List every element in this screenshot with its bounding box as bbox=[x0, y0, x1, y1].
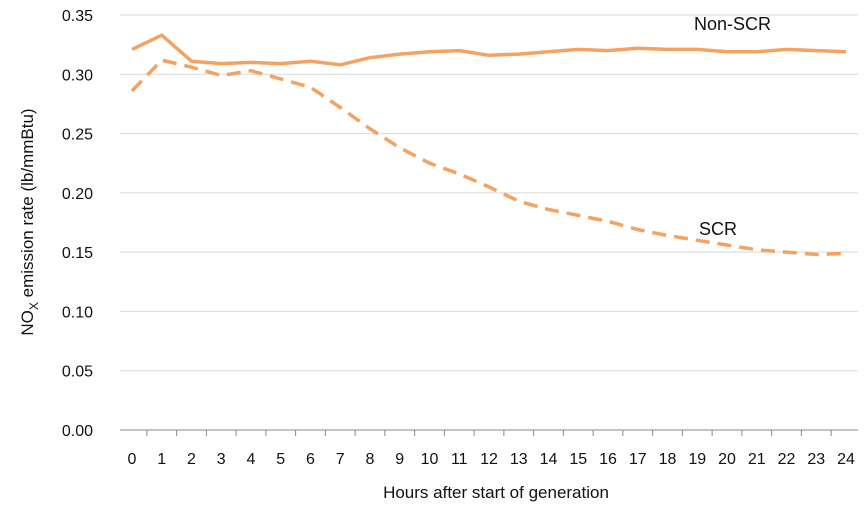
y-tick-label: 0.10 bbox=[62, 304, 93, 321]
x-tick-label: 15 bbox=[569, 451, 587, 468]
y-axis-title-rest: emission rate (lb/mmBtu) bbox=[18, 108, 37, 302]
series-line-scr bbox=[130, 58, 847, 257]
gridlines bbox=[120, 14, 858, 372]
series-label-non-scr: Non-SCR bbox=[694, 14, 771, 34]
x-tick-label: 11 bbox=[451, 451, 468, 468]
x-tick-label: 17 bbox=[629, 451, 647, 468]
x-tick-label: 19 bbox=[688, 451, 706, 468]
x-tick-label: 22 bbox=[778, 451, 796, 468]
x-tick-label: 0 bbox=[128, 451, 137, 468]
x-tick-label: 7 bbox=[336, 451, 345, 468]
series-label-scr: SCR bbox=[699, 219, 737, 239]
x-tick-label: 6 bbox=[306, 451, 315, 468]
tick-labels: 0.000.050.100.150.200.250.300.350 1 2 3 4 5 6 7… bbox=[62, 8, 855, 468]
series-lines bbox=[130, 33, 847, 257]
y-tick-label: 0.35 bbox=[62, 8, 93, 25]
x-tick-label: 16 bbox=[599, 451, 617, 468]
x-tick-label: 2 bbox=[187, 451, 196, 468]
y-tick-label: 0.05 bbox=[62, 364, 93, 381]
x-tick-label: 13 bbox=[510, 451, 528, 468]
x-tick-label: 14 bbox=[540, 451, 558, 468]
x-tick-label: 5 bbox=[276, 451, 285, 468]
y-axis-title: NOX emission rate (lb/mmBtu) bbox=[18, 108, 41, 335]
x-axis-title: Hours after start of generation bbox=[383, 483, 609, 502]
x-tick-label: 21 bbox=[748, 451, 766, 468]
x-tick-label: 3 bbox=[217, 451, 226, 468]
y-tick-label: 0.20 bbox=[62, 186, 93, 203]
y-axis-title-subscript: X bbox=[27, 302, 41, 310]
x-tick-label: 1 bbox=[157, 451, 166, 468]
axes bbox=[120, 429, 858, 436]
y-axis-title-main: NO bbox=[18, 310, 37, 336]
x-tick-label: 12 bbox=[480, 451, 498, 468]
x-tick-label: 20 bbox=[718, 451, 736, 468]
series-line-non-scr bbox=[131, 33, 847, 67]
y-tick-label: 0.00 bbox=[62, 423, 93, 440]
x-tick-label: 23 bbox=[807, 451, 825, 468]
x-tick-label: 18 bbox=[659, 451, 677, 468]
y-tick-label: 0.30 bbox=[62, 67, 93, 84]
x-tick-label: 10 bbox=[421, 451, 439, 468]
x-tick-label: 8 bbox=[366, 451, 375, 468]
y-tick-label: 0.25 bbox=[62, 127, 93, 144]
x-tick-label: 9 bbox=[395, 451, 404, 468]
x-tick-label: 24 bbox=[837, 451, 855, 468]
x-tick-label: 4 bbox=[247, 451, 256, 468]
y-tick-label: 0.15 bbox=[62, 245, 93, 262]
